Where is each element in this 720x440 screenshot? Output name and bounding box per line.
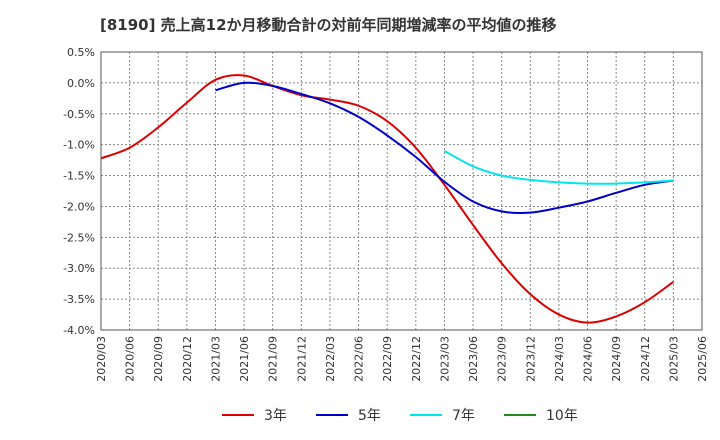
legend-item: 10年: [504, 402, 578, 428]
x-tick-label: 2024/03: [553, 336, 566, 382]
legend-item: 3年: [222, 402, 287, 428]
x-tick-label: 2023/09: [496, 336, 509, 382]
x-tick-label: 2023/03: [438, 336, 451, 382]
legend-label: 10年: [546, 408, 578, 424]
y-tick-label: -3.0%: [63, 262, 95, 275]
x-tick-label: 2020/09: [152, 336, 165, 382]
series-lines: [100, 74, 674, 324]
series-line-2: [215, 81, 674, 214]
y-tick-label: -2.5%: [63, 231, 95, 244]
y-tick-label: -4.0%: [63, 324, 95, 337]
x-tick-label: 2021/12: [295, 336, 308, 382]
x-tick-label: 2023/12: [524, 336, 537, 382]
y-tick-label: 0.5%: [67, 46, 95, 59]
y-tick-label: -3.5%: [63, 293, 95, 306]
x-tick-label: 2020/12: [181, 336, 194, 382]
legend-item: 7年: [410, 402, 475, 428]
x-tick-label: 2023/06: [467, 336, 480, 382]
legend-swatch: [410, 414, 442, 416]
legend-swatch: [222, 414, 254, 416]
x-tick-label: 2024/09: [610, 336, 623, 382]
y-tick-label: -1.0%: [63, 139, 95, 152]
x-tick-label: 2022/06: [353, 336, 366, 382]
y-axis-ticks: 0.5% 0.0% -0.5% -1.0% -1.5% -2.0% -2.5% -3.0% -3…: [63, 46, 95, 337]
x-tick-label: 2025/03: [667, 336, 680, 382]
y-tick-label: -2.0%: [63, 200, 95, 213]
x-tick-label: 2022/09: [381, 336, 394, 382]
x-tick-label: 2020/03: [95, 336, 108, 382]
legend-label: 7年: [452, 408, 475, 424]
x-tick-label: 2022/03: [324, 336, 337, 382]
legend-swatch: [316, 414, 348, 416]
plot-frame: [100, 51, 703, 331]
series-line-3: [443, 149, 674, 185]
chart-title: [8190] 売上高12か月移動合計の対前年同期増減率の平均値の推移: [100, 16, 557, 34]
x-tick-label: 2020/06: [124, 336, 137, 382]
x-axis-ticks: 2020/03 2020/06 2020/09 2020/12 2021/03 2021/…: [95, 336, 709, 382]
legend-label: 5年: [358, 408, 381, 424]
y-tick-label: 0.0%: [67, 77, 95, 90]
x-tick-label: 2025/06: [696, 336, 709, 382]
x-tick-label: 2021/03: [209, 336, 222, 382]
legend-item: 5年: [316, 402, 381, 428]
x-tick-label: 2022/12: [410, 336, 423, 382]
x-tick-label: 2024/06: [582, 336, 595, 382]
series-line-1: [100, 74, 674, 324]
grid: [101, 52, 702, 330]
x-tick-label: 2021/09: [267, 336, 280, 382]
y-tick-label: -1.5%: [63, 170, 95, 183]
x-tick-label: 2021/06: [238, 336, 251, 382]
legend-swatch: [504, 414, 536, 416]
legend: 3年 5年 7年 10年: [0, 402, 720, 428]
legend-label: 3年: [264, 408, 287, 424]
y-tick-label: -0.5%: [63, 108, 95, 121]
x-tick-label: 2024/12: [639, 336, 652, 382]
